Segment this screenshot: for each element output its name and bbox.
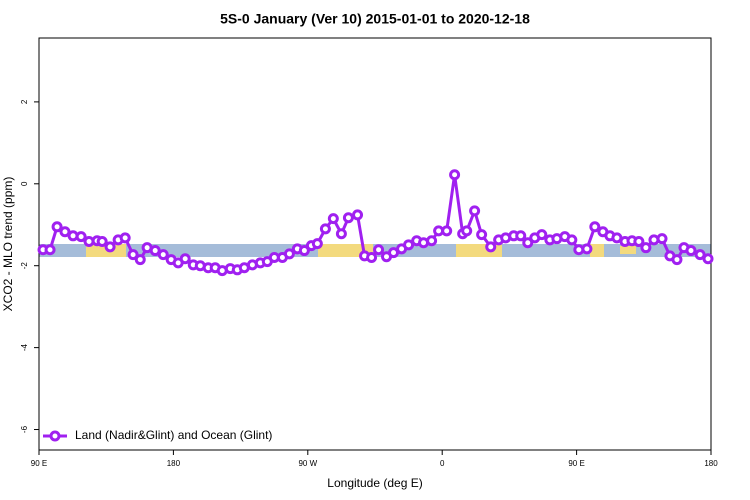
data-point — [75, 231, 87, 243]
data-point — [335, 228, 347, 240]
x-tick-label: 90 W — [298, 459, 317, 468]
data-point — [352, 209, 364, 221]
data-point — [694, 249, 706, 261]
x-tick-label: 90 E — [568, 459, 584, 468]
data-point — [44, 244, 56, 256]
data-point — [96, 236, 108, 248]
data-point — [685, 245, 697, 257]
data-point — [342, 212, 354, 224]
data-point — [426, 235, 438, 247]
data-point — [283, 248, 295, 260]
data-point — [671, 254, 683, 266]
data-point — [311, 238, 323, 250]
data-point — [127, 249, 139, 261]
data-point — [149, 245, 161, 257]
data-point — [656, 233, 668, 245]
data-point — [589, 221, 601, 233]
data-point — [581, 243, 593, 255]
data-point — [179, 253, 191, 265]
data-point — [327, 213, 339, 225]
data-point — [536, 229, 548, 241]
data-point — [134, 254, 146, 266]
y-tick-label: -2 — [20, 262, 29, 270]
data-point — [515, 230, 527, 242]
data-point — [298, 245, 310, 257]
data-point — [157, 249, 169, 261]
y-tick-label: 0 — [20, 181, 29, 186]
data-point — [469, 205, 481, 217]
data-point — [633, 236, 645, 248]
data-point — [319, 223, 331, 235]
y-tick-label: -4 — [20, 344, 29, 352]
data-point — [449, 169, 461, 181]
x-axis-label: Longitude (deg E) — [327, 476, 422, 490]
x-tick-label: 180 — [704, 459, 718, 468]
legend-label: Land (Nadir&Glint) and Ocean (Glint) — [75, 428, 272, 442]
data-point — [373, 244, 385, 256]
data-point — [461, 225, 473, 237]
y-tick-label: -6 — [20, 425, 29, 433]
data-point — [104, 241, 116, 253]
y-tick-label: 2 — [20, 99, 29, 104]
legend: Land (Nadir&Glint) and Ocean (Glint) — [43, 428, 272, 442]
plot-frame — [38, 37, 712, 451]
data-point — [119, 232, 131, 244]
data-point — [566, 234, 578, 246]
data-point — [51, 221, 63, 233]
data-point — [522, 237, 534, 249]
x-tick-label: 180 — [167, 459, 181, 468]
x-tick-label: 90 E — [31, 459, 47, 468]
data-point — [403, 239, 415, 251]
data-point — [702, 253, 714, 265]
data-point — [485, 241, 497, 253]
data-point — [59, 226, 71, 238]
x-tick-label: 0 — [440, 459, 445, 468]
data-point — [476, 229, 488, 241]
data-point — [640, 242, 652, 254]
y-axis-label: XCO2 - MLO trend (ppm) — [1, 177, 15, 312]
data-point — [366, 252, 378, 264]
data-point — [441, 225, 453, 237]
chart-title: 5S-0 January (Ver 10) 2015-01-01 to 2020… — [220, 11, 530, 27]
